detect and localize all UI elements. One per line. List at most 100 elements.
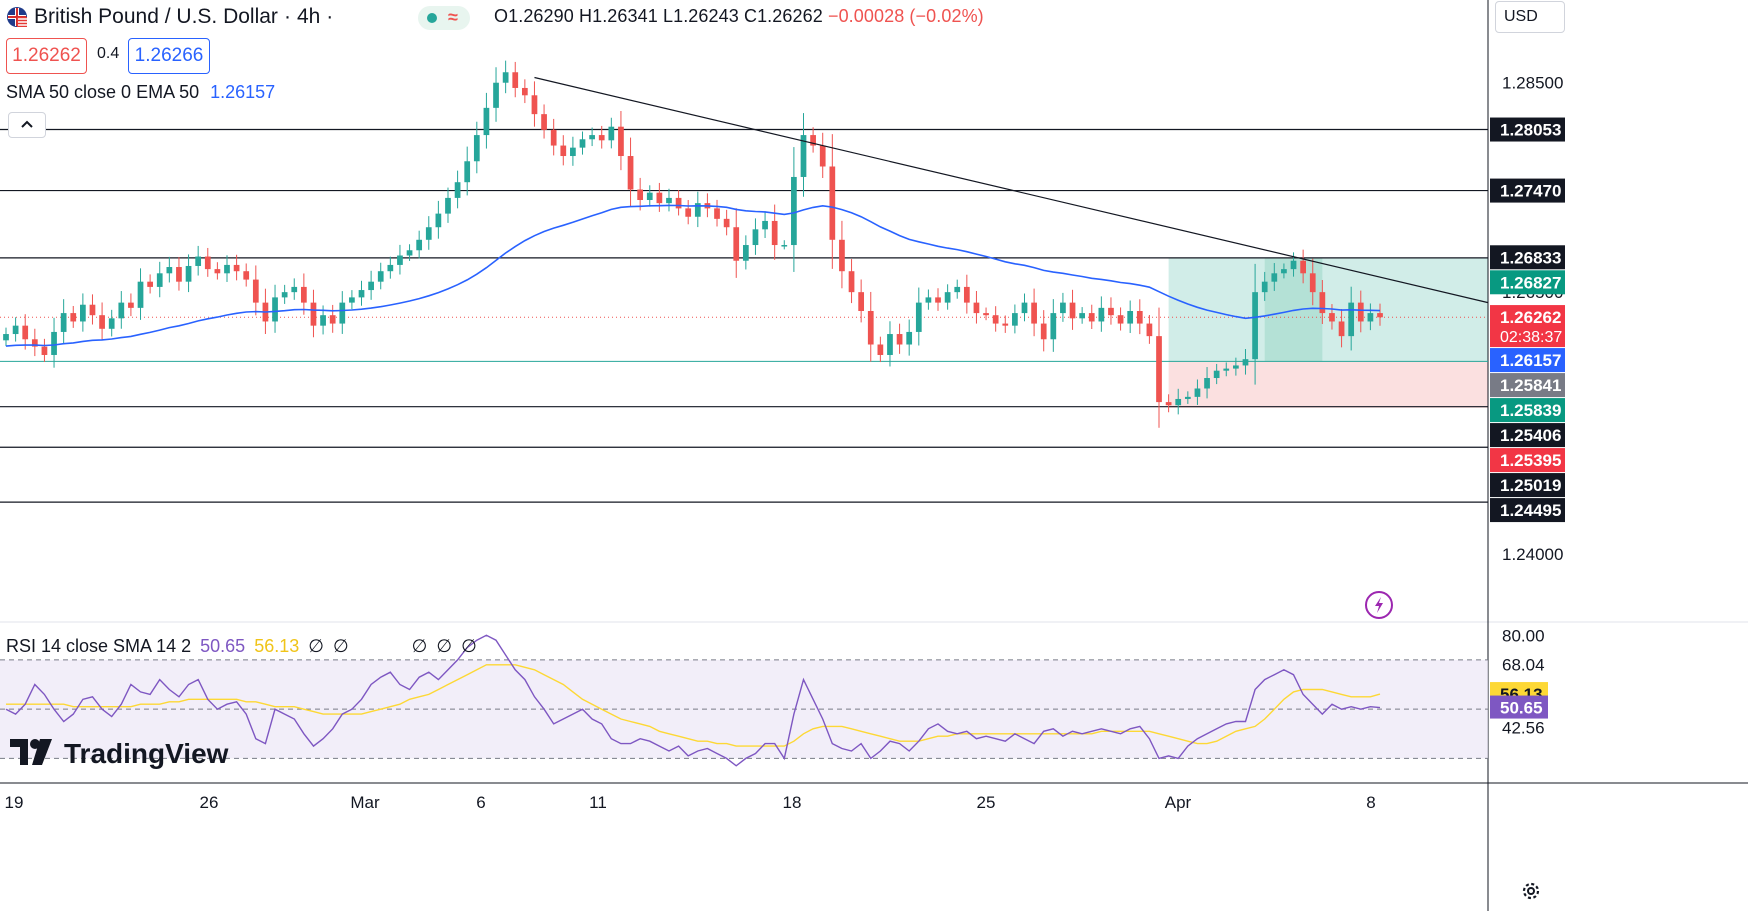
candle[interactable] (195, 245, 202, 276)
candle[interactable] (666, 188, 672, 212)
tradingview-logo[interactable]: TradingView (10, 738, 228, 770)
candle[interactable] (204, 247, 211, 277)
candle[interactable] (1252, 263, 1258, 385)
candle[interactable] (656, 182, 663, 212)
candle[interactable] (137, 268, 144, 320)
candle[interactable] (550, 118, 557, 156)
candle[interactable] (156, 261, 163, 298)
candle[interactable] (1012, 304, 1018, 334)
candle[interactable] (1031, 288, 1037, 337)
candle[interactable] (1136, 299, 1143, 335)
candle[interactable] (108, 309, 115, 337)
price-axis-label[interactable]: 1.26262 02:38:37 (1490, 305, 1565, 348)
candle[interactable] (281, 284, 288, 304)
candle[interactable] (637, 177, 644, 211)
candle[interactable] (406, 244, 413, 261)
candle[interactable] (954, 279, 961, 299)
candle[interactable] (272, 284, 278, 333)
candle[interactable] (867, 291, 874, 362)
rsi-sma-line[interactable] (6, 664, 1381, 747)
candle[interactable] (368, 270, 374, 300)
settings-gear-icon[interactable] (1520, 880, 1542, 902)
candle[interactable] (214, 262, 221, 280)
candle[interactable] (99, 302, 105, 341)
candle[interactable] (752, 218, 759, 255)
candle[interactable] (416, 230, 423, 259)
candle[interactable] (896, 323, 903, 354)
candle[interactable] (887, 321, 893, 367)
candle[interactable] (915, 287, 922, 346)
candle[interactable] (349, 290, 355, 310)
candle[interactable] (858, 279, 865, 323)
buy-button[interactable]: 1.26266 (128, 38, 210, 74)
collapse-legend-button[interactable] (8, 112, 46, 138)
candle[interactable] (570, 136, 576, 166)
candle[interactable] (925, 289, 932, 310)
candle[interactable] (1050, 299, 1057, 352)
candle[interactable] (829, 134, 836, 269)
candle[interactable] (1338, 309, 1345, 348)
candle[interactable] (464, 146, 471, 196)
candle[interactable] (1117, 307, 1124, 331)
rsi-legend[interactable]: RSI 14 close SMA 14 2 50.65 56.13 ∅ ∅ ∅ … (6, 636, 477, 657)
candle[interactable] (1060, 292, 1066, 322)
candle[interactable] (185, 254, 192, 293)
candle[interactable] (310, 289, 317, 338)
candle[interactable] (435, 200, 442, 239)
candle[interactable] (224, 255, 230, 282)
currency-selector[interactable]: USD (1495, 1, 1565, 33)
candle[interactable] (31, 328, 38, 357)
symbol-title[interactable]: British Pound / U.S. Dollar (34, 5, 278, 28)
timeframe-label[interactable]: 4h (296, 5, 321, 28)
candle[interactable] (973, 290, 980, 324)
candle[interactable] (819, 132, 826, 178)
price-axis-label[interactable]: 1.25019 (1490, 473, 1565, 498)
candle[interactable] (781, 240, 788, 250)
candle[interactable] (502, 60, 509, 94)
candle[interactable] (1079, 307, 1086, 324)
candle[interactable] (51, 317, 57, 368)
candle[interactable] (80, 293, 86, 332)
candle[interactable] (589, 127, 595, 147)
candle[interactable] (339, 291, 346, 334)
candle[interactable] (1098, 296, 1105, 332)
candle[interactable] (1165, 394, 1172, 413)
price-axis-label[interactable]: 1.27470 (1490, 178, 1565, 203)
candle[interactable] (944, 284, 951, 310)
candle[interactable] (800, 113, 807, 197)
candle[interactable] (723, 209, 730, 236)
candle[interactable] (377, 262, 384, 290)
candle[interactable] (387, 256, 394, 279)
candle[interactable] (1213, 363, 1220, 385)
candle[interactable] (425, 216, 432, 250)
candle[interactable] (233, 254, 240, 281)
candle[interactable] (627, 137, 634, 207)
lightning-icon[interactable] (1364, 590, 1394, 620)
candle[interactable] (493, 67, 499, 122)
price-axis-label[interactable]: 1.25395 (1490, 448, 1565, 473)
ema-50-line[interactable] (5, 204, 1381, 347)
candle[interactable] (714, 199, 720, 227)
candle[interactable] (1319, 280, 1326, 325)
candle[interactable] (12, 317, 19, 342)
candle[interactable] (1184, 391, 1191, 404)
trend-line[interactable] (534, 76, 1489, 304)
candle[interactable] (243, 263, 250, 287)
candle[interactable] (1204, 367, 1210, 399)
price-axis-label[interactable]: 1.26827 (1490, 270, 1565, 295)
candle[interactable] (762, 211, 768, 238)
candle[interactable] (1021, 293, 1028, 322)
candle[interactable] (291, 278, 298, 300)
price-axis-label[interactable]: 1.25839 (1490, 398, 1565, 423)
candle[interactable] (733, 208, 740, 278)
candle[interactable] (1088, 304, 1095, 330)
candle[interactable] (1367, 303, 1374, 331)
candle[interactable] (1242, 349, 1249, 375)
sell-button[interactable]: 1.26262 (6, 38, 87, 74)
candle[interactable] (848, 259, 855, 304)
candle[interactable] (877, 336, 884, 363)
price-axis-label[interactable]: 1.25841 (1490, 373, 1565, 398)
candle[interactable] (1175, 388, 1182, 415)
candle[interactable] (694, 191, 701, 228)
price-axis-label[interactable]: 1.25406 (1490, 423, 1565, 448)
